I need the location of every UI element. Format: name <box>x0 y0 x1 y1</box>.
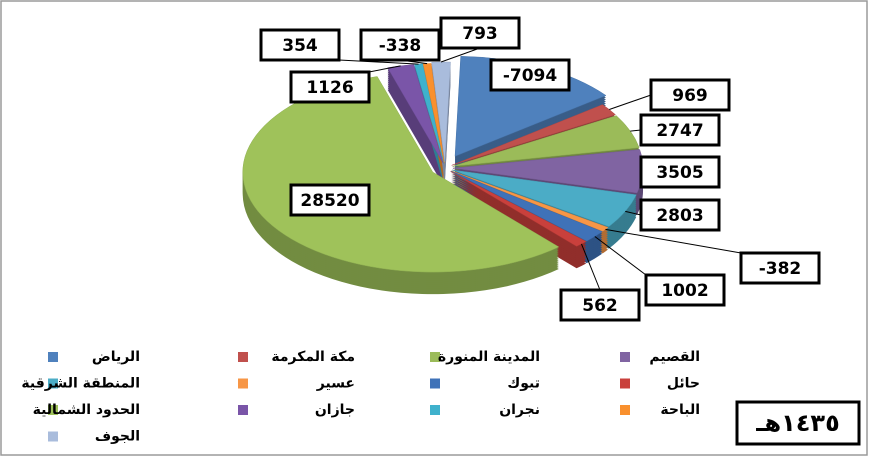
slice <box>387 64 444 164</box>
legend-swatch <box>48 405 58 415</box>
leader-line <box>368 65 401 73</box>
leader-line <box>581 243 601 291</box>
legend-swatch <box>238 352 248 362</box>
legend-swatch <box>620 378 630 389</box>
legend-label: المنطقة الشرقية <box>21 376 140 392</box>
data-label: 1126 <box>306 78 353 98</box>
data-label: 562 <box>582 296 618 316</box>
data-label: 969 <box>672 86 708 106</box>
legend-label: المدينة المنورة <box>438 349 540 365</box>
label-box <box>649 78 731 112</box>
label-box <box>739 251 821 285</box>
leader-line <box>338 59 419 65</box>
chart-title: ١٤٣٥هـ <box>755 409 839 437</box>
leader-line <box>594 236 647 276</box>
legend-label: حائل <box>667 376 700 392</box>
legend-swatch <box>620 352 630 362</box>
leader-line <box>609 94 652 110</box>
slice <box>450 171 587 247</box>
legend-label: عسير <box>316 376 355 392</box>
data-label: 793 <box>462 24 498 44</box>
data-label: -382 <box>759 259 802 279</box>
leader-line <box>605 228 742 254</box>
legend-swatch <box>238 405 248 415</box>
label-box <box>289 70 371 104</box>
slice <box>451 170 609 232</box>
legend-label: جازان <box>315 402 355 418</box>
label-box <box>644 273 726 307</box>
label-box <box>289 183 371 217</box>
legend-label: القصيم <box>649 349 700 365</box>
legend-swatch <box>430 405 440 415</box>
slice <box>451 104 616 166</box>
data-label: 2747 <box>656 121 703 141</box>
data-label: 354 <box>282 36 318 56</box>
leader-line <box>440 47 481 63</box>
slice <box>452 115 640 167</box>
legend-swatch <box>48 352 58 362</box>
label-box <box>639 198 721 232</box>
label-box <box>259 28 341 62</box>
slice <box>422 63 445 164</box>
label-box <box>359 28 441 62</box>
legend-label: الرياض <box>92 349 140 365</box>
legend: الرياض مكة المكرمة المدينة المنورة القصيم ال… <box>21 349 700 445</box>
legend-swatch <box>430 352 440 362</box>
data-label: 3505 <box>656 163 703 183</box>
leader-line <box>630 129 642 132</box>
legend-label: الباحة <box>660 402 700 418</box>
legend-swatch <box>48 378 58 389</box>
legend-swatch <box>430 378 440 389</box>
legend-label: مكة المكرمة <box>271 349 355 365</box>
leader-line <box>625 210 642 216</box>
data-label: -7094 <box>503 66 558 86</box>
legend-swatch <box>238 378 248 389</box>
title-box <box>735 400 861 446</box>
legend-swatch <box>48 431 58 442</box>
legend-label: نجران <box>499 402 540 418</box>
data-label: 1002 <box>661 281 708 301</box>
data-label: 28520 <box>300 191 359 211</box>
data-label: -338 <box>379 36 422 56</box>
pie <box>242 56 644 295</box>
legend-label: الجوف <box>95 429 140 445</box>
legend-swatch <box>620 405 630 415</box>
label-box <box>559 288 641 322</box>
label-box <box>489 58 571 92</box>
label-box <box>639 113 721 147</box>
legend-label: تبوك <box>507 376 540 392</box>
label-box <box>639 155 721 189</box>
label-box <box>439 16 521 50</box>
data-label: 2803 <box>656 206 703 226</box>
legend-label: الحدود الشمالية <box>33 402 140 418</box>
data-labels: -7094 969 2747 3505 2803 -382 1002 562 28520 1126… <box>259 16 821 322</box>
